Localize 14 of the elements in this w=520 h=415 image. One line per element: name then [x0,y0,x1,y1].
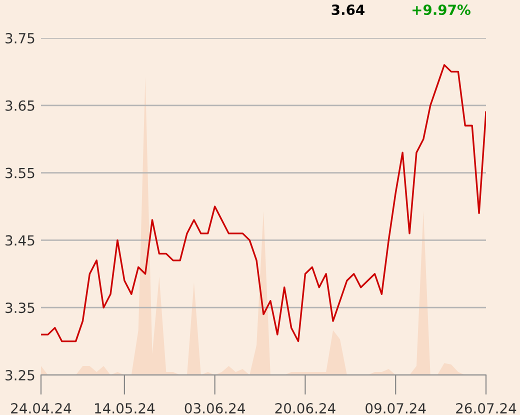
x-tick-label: 20.06.24 [275,403,336,414]
x-tick-label: 03.06.24 [184,403,245,414]
y-tick-label: 3.35 [6,302,34,314]
x-tick-label: 24.04.24 [11,403,72,414]
text: 3.64 [332,4,364,16]
y-tick-label: 3.75 [6,32,34,44]
y-tick-label: 3.25 [6,370,34,380]
x-tick-label: 14.05.24 [95,403,155,414]
y-tick-label: 3.45 [6,235,34,246]
y-tick-label: 3.65 [6,100,34,111]
y-tick-label: 3.55 [6,168,34,178]
x-tick-label: 09.07.24 [366,403,426,414]
text: +9.97% [412,4,470,16]
x-tick-label: 26.07.24 [456,403,516,414]
